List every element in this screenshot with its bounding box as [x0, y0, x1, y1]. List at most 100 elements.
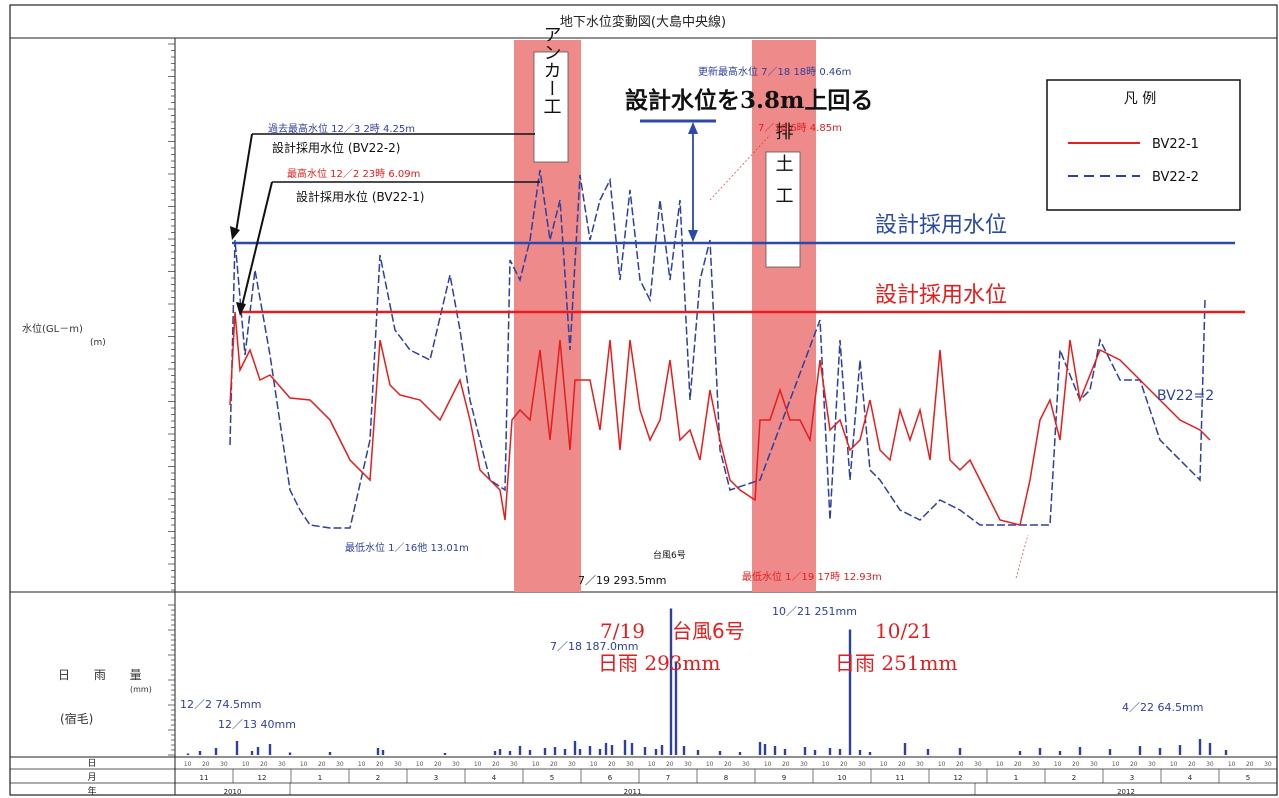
- rain-axis-label: 日 雨 量: [58, 668, 152, 682]
- day-label: 20: [492, 761, 500, 768]
- day-label: 20: [376, 761, 384, 768]
- y-axis-label: 水位(GL－m): [22, 322, 83, 335]
- rain-bar: [868, 752, 872, 755]
- soil-removal-label: 排土工: [773, 122, 794, 218]
- rain-bar: [376, 748, 380, 755]
- rain-axis-station: (宿毛): [60, 711, 93, 726]
- rain-bar: [214, 748, 218, 755]
- min-22-annotation: 最低水位 1／16他 13.01m: [345, 541, 469, 554]
- day-label: 10: [590, 761, 598, 768]
- month-label: 4: [492, 774, 497, 782]
- day-label: 30: [1032, 761, 1040, 768]
- day-label: 10: [1054, 761, 1062, 768]
- rain-bar: [674, 661, 678, 755]
- day-label: 20: [260, 761, 268, 768]
- day-label: 20: [840, 761, 848, 768]
- min-21-annotation: 最低水位 1／19 17時 12.93m: [742, 570, 882, 583]
- rain-bar: [1108, 749, 1112, 755]
- day-label: 20: [1246, 761, 1254, 768]
- rain-bar: [198, 751, 202, 755]
- day-label: 10: [300, 761, 308, 768]
- month-label: 11: [200, 774, 209, 782]
- day-label: 30: [858, 761, 866, 768]
- month-label: 4: [1188, 774, 1193, 782]
- rain-bar: [848, 629, 852, 755]
- month-label: 8: [724, 774, 728, 782]
- rain-bar: [235, 741, 239, 755]
- month-label: 5: [550, 774, 554, 782]
- rain-bar: [783, 749, 787, 755]
- rain-1021-small-annotation: 10／21 251mm: [772, 605, 857, 618]
- day-label: 30: [452, 761, 460, 768]
- red-1021-date: 10/21: [875, 619, 933, 643]
- day-label: 30: [220, 761, 228, 768]
- day-label: 20: [724, 761, 732, 768]
- rain-1202-annotation: 12／2 74.5mm: [180, 698, 261, 711]
- rain-bar: [660, 745, 664, 755]
- day-label: 20: [956, 761, 964, 768]
- year-label: 2010: [224, 788, 242, 796]
- water-level-axis: [168, 43, 175, 591]
- rain-bar: [553, 747, 557, 755]
- day-label: 20: [608, 761, 616, 768]
- rain-bar: [958, 748, 962, 755]
- row-label-month: 月: [87, 772, 96, 783]
- month-label: 11: [896, 774, 905, 782]
- rain-bar: [669, 608, 673, 755]
- new-max-21-annotation: 7／18 6時 4.85m: [758, 122, 842, 134]
- day-label: 20: [1072, 761, 1080, 768]
- rain-annotations: 12／2 74.5mm 12／13 40mm 7／18 187.0mm 10／2…: [180, 605, 1203, 731]
- day-label: 10: [764, 761, 772, 768]
- past-max-22-annotation: 過去最高水位 12／3 2時 4.25m: [268, 122, 415, 135]
- rain-bar: [1138, 746, 1142, 755]
- rain-bar: [328, 752, 332, 755]
- rain-bar: [623, 740, 627, 755]
- day-label: 10: [184, 761, 192, 768]
- rain-bar: [543, 748, 547, 755]
- month-label: 12: [954, 774, 963, 782]
- rain-bar: [1018, 751, 1022, 755]
- rain-bar: [718, 751, 722, 755]
- rain-bar: [573, 741, 577, 755]
- rain-bar: [578, 749, 582, 755]
- rain-bar: [813, 750, 817, 755]
- chart-title: 地下水位変動図(大島中央線): [560, 14, 726, 30]
- rain-bar: [604, 743, 608, 755]
- day-label: 20: [898, 761, 906, 768]
- rain-bar: [1178, 745, 1182, 755]
- day-label: 10: [1112, 761, 1120, 768]
- typhoon-rain-small-annotation: 7／19 293.5mm: [578, 574, 666, 587]
- anchor-work-label: アンカー工: [541, 25, 562, 115]
- month-label: 6: [608, 774, 613, 782]
- day-label: 10: [242, 761, 250, 768]
- day-label: 20: [666, 761, 674, 768]
- rain-bar: [643, 747, 647, 755]
- month-label: 7: [666, 774, 670, 782]
- day-label: 30: [510, 761, 518, 768]
- rain-bar: [1224, 750, 1228, 755]
- rain-1213-annotation: 12／13 40mm: [218, 718, 296, 731]
- day-label: 20: [782, 761, 790, 768]
- rain-axis: [168, 604, 175, 756]
- rain-bar: [803, 747, 807, 755]
- year-label: 2012: [1117, 788, 1135, 796]
- day-label: 20: [550, 761, 558, 768]
- rain-bar: [1208, 743, 1212, 755]
- rain-bar: [1198, 739, 1202, 755]
- date-table: 11 10 20 30 12 10 20 30 1 10 20 30 2 10 20 30 3 10 20 30 4 10…: [174, 761, 1272, 796]
- day-label: 10: [938, 761, 946, 768]
- rain-bar: [696, 750, 700, 755]
- month-label: 3: [434, 774, 438, 782]
- typhoon-small-annotation: 台風6号: [653, 549, 686, 561]
- rain-bar: [858, 750, 862, 755]
- month-label: 3: [1130, 774, 1134, 782]
- month-label: 1: [318, 774, 322, 782]
- red-typhoon-date: 7/19: [600, 619, 645, 643]
- rain-bar: [256, 747, 260, 755]
- day-label: 30: [336, 761, 344, 768]
- rain-layer: [186, 608, 1228, 755]
- rain-bar: [738, 752, 742, 755]
- day-label: 10: [1170, 761, 1178, 768]
- month-label: 2: [1072, 774, 1076, 782]
- rain-bar: [763, 744, 767, 755]
